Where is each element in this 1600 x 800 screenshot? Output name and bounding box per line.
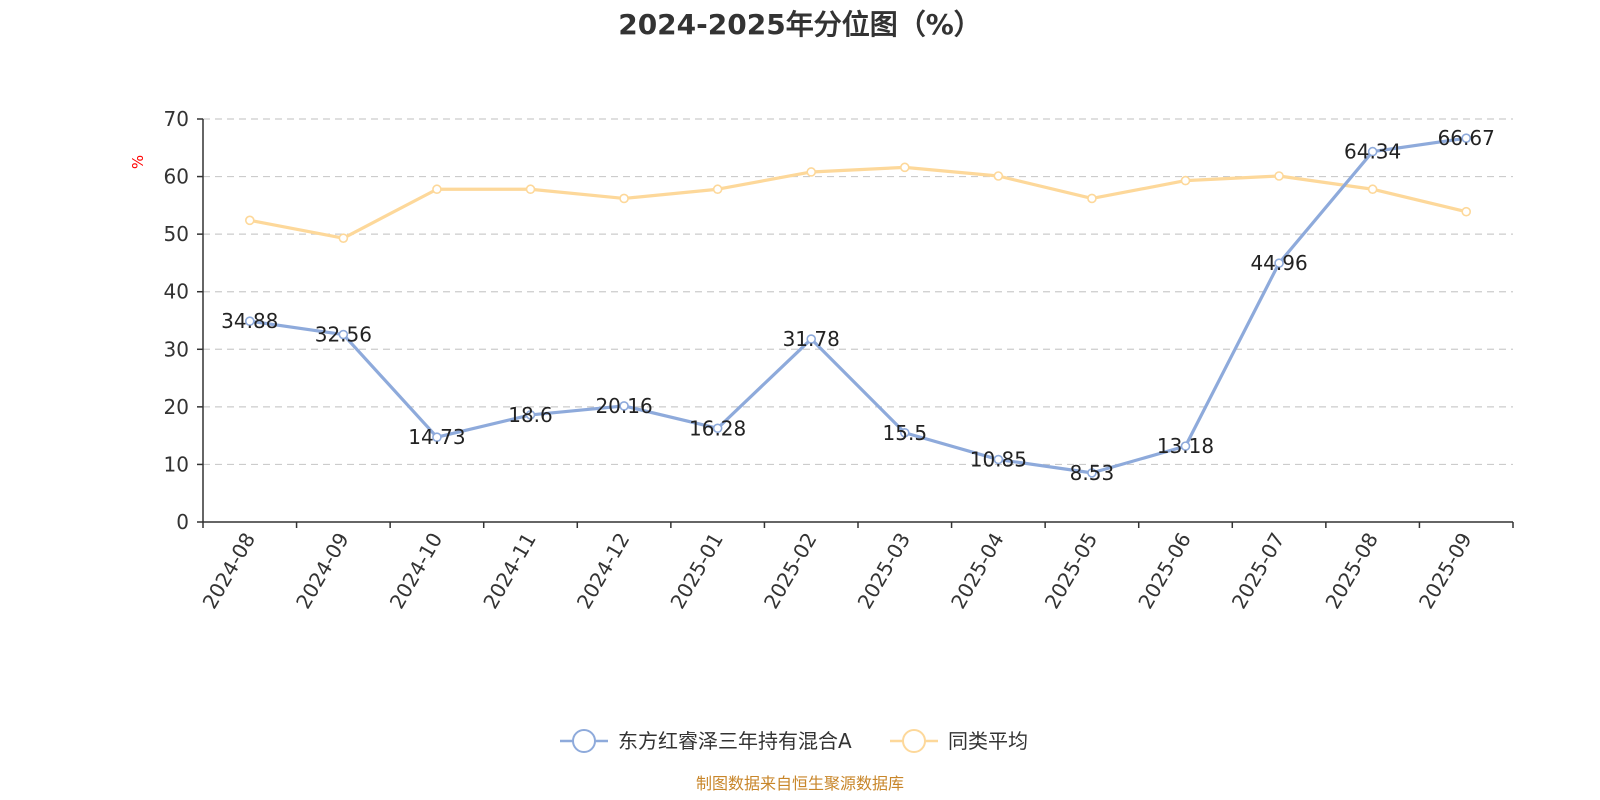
- y-tick-label: 40: [164, 280, 189, 304]
- x-tick-label: 2025-02: [759, 529, 822, 613]
- y-tick-label: 10: [164, 452, 189, 476]
- x-tick-label: 2024-11: [478, 529, 541, 613]
- source-note: 制图数据来自恒生聚源数据库: [696, 774, 904, 793]
- data-point: [712, 423, 723, 434]
- data-point: [712, 184, 723, 195]
- data-point: [1087, 468, 1097, 478]
- data-point: [1274, 171, 1284, 181]
- y-tick-label: 30: [164, 337, 189, 361]
- x-tick-label: 2024-12: [572, 529, 635, 613]
- data-point: [806, 334, 817, 344]
- x-tick-label: 2024-09: [291, 529, 354, 613]
- data-point: [1274, 258, 1284, 268]
- data-labels: 34.88 32.56 14.73 18.6 20.16 16.28 31.78 15.5 10…: [221, 126, 1495, 485]
- data-point: [1461, 206, 1472, 217]
- data-point: [1180, 175, 1191, 186]
- data-point: [1367, 146, 1378, 157]
- data-point: [432, 432, 442, 442]
- series-line: [249, 136, 1467, 475]
- x-tick-label: 2025-01: [665, 529, 728, 613]
- data-label: 14.73: [408, 425, 465, 449]
- data-point: [432, 184, 442, 195]
- data-point: [525, 410, 536, 420]
- data-point: [619, 401, 629, 411]
- data-point: [619, 193, 629, 204]
- data-label: 8.53: [1070, 461, 1115, 485]
- chart-title: 2024-2025年分位图（%）: [618, 8, 982, 41]
- y-tick-label: 70: [164, 107, 189, 131]
- x-tick-label: 2024-08: [198, 529, 261, 613]
- data-point: [1087, 193, 1097, 204]
- data-point: [806, 167, 817, 177]
- data-label: 16.28: [689, 416, 746, 440]
- x-tick-label: 2025-06: [1133, 529, 1196, 613]
- data-point: [338, 233, 349, 243]
- x-tick-label: 2025-03: [853, 529, 916, 613]
- legend-label: 东方红睿泽三年持有混合A: [618, 729, 852, 753]
- data-point: [525, 184, 536, 195]
- data-label: 34.88: [221, 309, 278, 333]
- legend-marker: [572, 729, 596, 753]
- data-label: 15.5: [883, 421, 928, 445]
- data-point: [244, 215, 255, 226]
- series-line: [249, 165, 1467, 240]
- legend-item: 同类平均: [890, 729, 1028, 753]
- y-tick-label: 50: [164, 222, 189, 246]
- data-point: [993, 454, 1004, 465]
- legend-label: 同类平均: [948, 729, 1028, 753]
- x-tick-label: 2025-05: [1040, 529, 1103, 613]
- data-point: [244, 316, 255, 326]
- y-tick-label: 0: [176, 510, 189, 534]
- legend-marker: [902, 729, 926, 753]
- data-label: 66.67: [1438, 126, 1495, 150]
- grid: [203, 118, 1513, 466]
- x-tick-label: 2025-07: [1227, 529, 1290, 613]
- data-label: 13.18: [1157, 434, 1214, 458]
- legend: 东方红睿泽三年持有混合A 同类平均: [560, 729, 1028, 753]
- x-tick-label: 2025-04: [946, 529, 1009, 613]
- data-label: 10.85: [970, 448, 1027, 472]
- x-tick-label: 2025-08: [1320, 529, 1383, 613]
- data-label: 20.16: [595, 394, 652, 418]
- series: [244, 133, 1472, 478]
- data-point: [993, 171, 1004, 181]
- data-point: [899, 427, 910, 438]
- data-label: 31.78: [783, 327, 840, 351]
- data-point: [899, 162, 910, 173]
- data-point: [338, 329, 349, 340]
- data-label: 44.96: [1250, 251, 1307, 275]
- y-tick-label: 60: [164, 165, 189, 189]
- data-point: [1367, 184, 1378, 195]
- y-axis-label: %: [129, 155, 147, 169]
- data-label: 18.6: [508, 403, 553, 427]
- x-tick-label: 2024-10: [385, 529, 448, 613]
- data-label: 32.56: [315, 323, 372, 347]
- data-label: 64.34: [1344, 140, 1401, 164]
- data-point: [1180, 441, 1191, 451]
- y-tick-label: 20: [164, 395, 189, 419]
- x-tick-label: 2025-09: [1414, 529, 1477, 613]
- legend-item: 东方红睿泽三年持有混合A: [560, 729, 852, 753]
- data-point: [1461, 133, 1472, 143]
